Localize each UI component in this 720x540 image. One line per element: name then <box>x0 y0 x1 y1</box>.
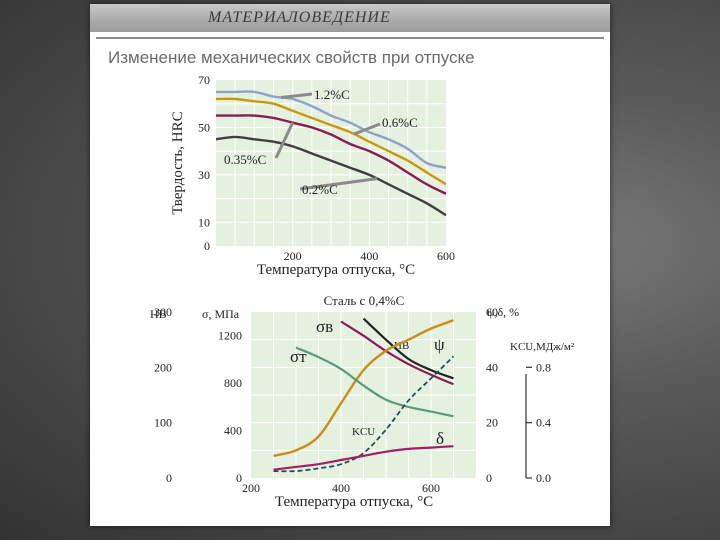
series-line <box>295 346 454 418</box>
x-axis-label: Температура отпуска, °C <box>257 262 415 278</box>
hb-axis-label: HB <box>150 307 167 321</box>
callout-arrow <box>274 122 295 159</box>
hb-tick-label: 300 <box>154 305 172 319</box>
sigma-tick-label: 0 <box>236 471 242 485</box>
series-line <box>273 355 455 473</box>
sigma-tick-label: 800 <box>224 376 242 390</box>
hardness-chart: 0 10 30 50 70 200 400 600 Температура отпуска, °… <box>170 73 455 278</box>
series-label: 0.35%C <box>224 152 266 167</box>
callout-arrow <box>299 177 378 191</box>
x-tick-label: 400 <box>332 481 350 495</box>
psi-delta-axis-label: ψ,δ, % <box>487 305 519 319</box>
series-line <box>215 97 447 186</box>
x-tick-label: 600 <box>422 481 440 495</box>
series-label: σт <box>290 347 307 366</box>
chart-title: Сталь с 0,4%С <box>324 293 405 308</box>
series-label: 1.2%C <box>314 87 350 102</box>
y-tick-label: 0 <box>204 239 210 253</box>
y-axis-label: Твердость, HRC <box>170 111 186 214</box>
page-title: Изменение механических свойств при отпус… <box>108 48 475 67</box>
x-tick-label: 200 <box>284 249 302 263</box>
x-tick-label: 600 <box>437 249 455 263</box>
divider <box>96 37 604 39</box>
y-tick-label: 30 <box>198 168 210 182</box>
series-line <box>215 90 447 169</box>
sigma-tick-label: 400 <box>224 424 242 438</box>
psi-delta-tick-label: 0 <box>486 471 492 485</box>
series-label: ψ <box>434 335 445 354</box>
series-label: σв <box>316 317 333 336</box>
psi-delta-tick-label: 40 <box>486 360 498 374</box>
kcu-tick-label: 0.4 <box>536 416 551 430</box>
series-line <box>340 320 454 386</box>
sigma-tick-label: 1200 <box>218 329 242 343</box>
slide: МАТЕРИАЛОВЕДЕНИЕ Изменение механических … <box>90 4 610 526</box>
series-line <box>215 135 447 217</box>
series-line <box>273 445 454 471</box>
callout-arrow <box>353 122 381 136</box>
series-label: HB <box>394 340 409 352</box>
callout-arrow <box>280 92 313 100</box>
series-line <box>273 319 454 458</box>
hb-tick-label: 0 <box>166 471 172 485</box>
y-tick-label: 50 <box>198 120 210 134</box>
kcu-axis-label: KCU,МДж/м² <box>510 341 575 353</box>
psi-delta-tick-label: 20 <box>486 416 498 430</box>
series-line <box>216 114 447 195</box>
series-label: 0.6%C <box>382 115 418 130</box>
series-label: KCU <box>352 426 375 438</box>
header-bar: МАТЕРИАЛОВЕДЕНИЕ <box>90 4 610 32</box>
x-axis-label: Температура отпуска, °C <box>275 494 433 510</box>
header-title: МАТЕРИАЛОВЕДЕНИЕ <box>208 9 391 26</box>
series-label: 0.2%C <box>302 182 338 197</box>
psi-delta-tick-label: 60 <box>486 305 498 319</box>
x-tick-label: 400 <box>360 249 378 263</box>
y-tick-label: 70 <box>198 73 210 87</box>
sigma-axis-label: σ, МПа <box>202 307 240 321</box>
y-tick-label: 10 <box>198 215 210 229</box>
kcu-tick-label: 0.0 <box>536 471 551 485</box>
kcu-tick-label: 0.8 <box>536 360 551 374</box>
series-line <box>362 317 454 380</box>
x-tick-label: 200 <box>242 481 260 495</box>
hb-tick-label: 100 <box>154 416 172 430</box>
hb-tick-label: 200 <box>154 360 172 374</box>
series-label: δ <box>436 429 444 448</box>
